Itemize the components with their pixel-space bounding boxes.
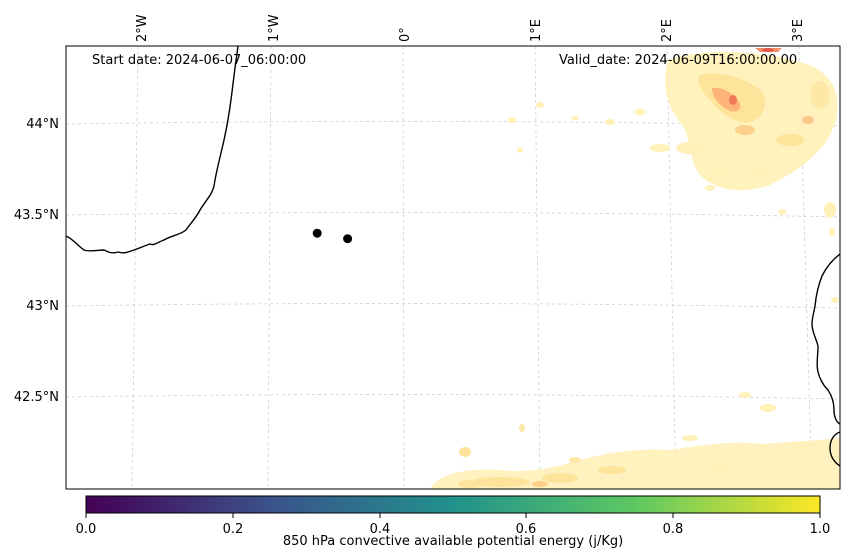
lon-label: 2°W (135, 14, 150, 42)
station-point (343, 234, 353, 244)
lat-label: 44°N (26, 117, 59, 132)
cape-field-northeast (508, 48, 839, 303)
coastline-west (66, 46, 239, 254)
colorbar-tick-label: 0.0 (76, 522, 97, 537)
longitude-labels: 2°W 1°W 0° 1°E 2°E 3°E (135, 14, 806, 42)
coastlines (66, 46, 840, 467)
parallel-43n (66, 303, 840, 309)
colorbar-label: 850 hPa convective available potential e… (283, 534, 623, 549)
meridian-2e (666, 46, 677, 489)
gridlines (66, 46, 840, 489)
valid-date-label: Valid_date: 2024-06-09T16:00:00.00 (559, 53, 797, 68)
map-frame (65, 45, 841, 490)
lon-label: 3°E (791, 19, 806, 42)
meridian-1e (534, 46, 541, 489)
latitude-labels: 44°N 43.5°N 43°N 42.5°N (14, 117, 59, 405)
coastline-east-island (829, 431, 840, 467)
colorbar: 0.0 0.2 0.4 0.6 0.8 1.0 850 hPa convecti… (76, 495, 831, 549)
colorbar-tick-label: 0.8 (663, 522, 684, 537)
cape-field-south (430, 392, 840, 489)
colorbar-gradient (85, 495, 821, 514)
meridian-1w (267, 46, 272, 489)
start-date-label: Start date: 2024-06-07_06:00:00 (92, 53, 306, 68)
lat-label: 43°N (26, 299, 59, 314)
lat-label: 43.5°N (14, 208, 59, 223)
colorbar-tick-label: 0.2 (223, 522, 244, 537)
meridian-2w (131, 46, 139, 489)
lat-label: 42.5°N (14, 390, 59, 405)
parallel-42-5n (66, 394, 840, 400)
colorbar-tick-label: 0.4 (370, 522, 391, 537)
coastline-east (811, 253, 840, 425)
colorbar-tick-labels: 0.0 0.2 0.4 0.6 0.8 1.0 (76, 522, 831, 537)
station-points (312, 228, 353, 244)
meridian-0 (402, 46, 405, 489)
colorbar-tick-label: 1.0 (810, 522, 831, 537)
lon-label: 1°E (529, 19, 544, 42)
parallel-43-5n (66, 212, 840, 218)
station-point (312, 228, 322, 238)
lon-label: 0° (398, 27, 413, 42)
colorbar-ticks (85, 513, 821, 518)
colorbar-tick-label: 0.6 (516, 522, 537, 537)
lon-label: 1°W (267, 14, 282, 42)
lon-label: 2°E (660, 19, 675, 42)
